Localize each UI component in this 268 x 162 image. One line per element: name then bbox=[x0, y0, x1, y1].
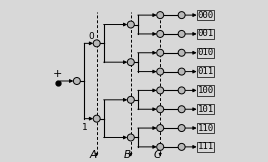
Circle shape bbox=[157, 143, 164, 150]
Circle shape bbox=[157, 125, 164, 132]
Circle shape bbox=[157, 68, 164, 75]
Text: 111: 111 bbox=[198, 142, 214, 151]
Circle shape bbox=[157, 87, 164, 94]
Text: A: A bbox=[90, 150, 97, 160]
Circle shape bbox=[157, 30, 164, 37]
Circle shape bbox=[178, 143, 185, 150]
Text: 0: 0 bbox=[89, 32, 94, 41]
Text: 101: 101 bbox=[198, 105, 214, 114]
Text: B: B bbox=[124, 150, 131, 160]
Circle shape bbox=[178, 87, 185, 94]
Circle shape bbox=[178, 106, 185, 113]
Circle shape bbox=[127, 96, 134, 103]
Text: 010: 010 bbox=[198, 48, 214, 57]
Circle shape bbox=[127, 134, 134, 141]
Circle shape bbox=[93, 40, 100, 47]
Text: 1: 1 bbox=[82, 123, 88, 132]
Text: 110: 110 bbox=[198, 124, 214, 133]
Circle shape bbox=[178, 49, 185, 56]
Text: 000: 000 bbox=[198, 11, 214, 20]
Text: +: + bbox=[53, 69, 62, 79]
Circle shape bbox=[157, 106, 164, 113]
Circle shape bbox=[127, 21, 134, 28]
Text: C: C bbox=[153, 150, 161, 160]
Text: 001: 001 bbox=[198, 29, 214, 38]
Text: 100: 100 bbox=[198, 86, 214, 95]
Circle shape bbox=[73, 77, 80, 85]
Circle shape bbox=[93, 115, 100, 122]
Circle shape bbox=[157, 49, 164, 56]
Circle shape bbox=[178, 125, 185, 132]
Text: 011: 011 bbox=[198, 67, 214, 76]
Circle shape bbox=[127, 59, 134, 66]
Circle shape bbox=[157, 12, 164, 19]
Circle shape bbox=[178, 68, 185, 75]
Circle shape bbox=[178, 12, 185, 19]
Circle shape bbox=[178, 30, 185, 37]
